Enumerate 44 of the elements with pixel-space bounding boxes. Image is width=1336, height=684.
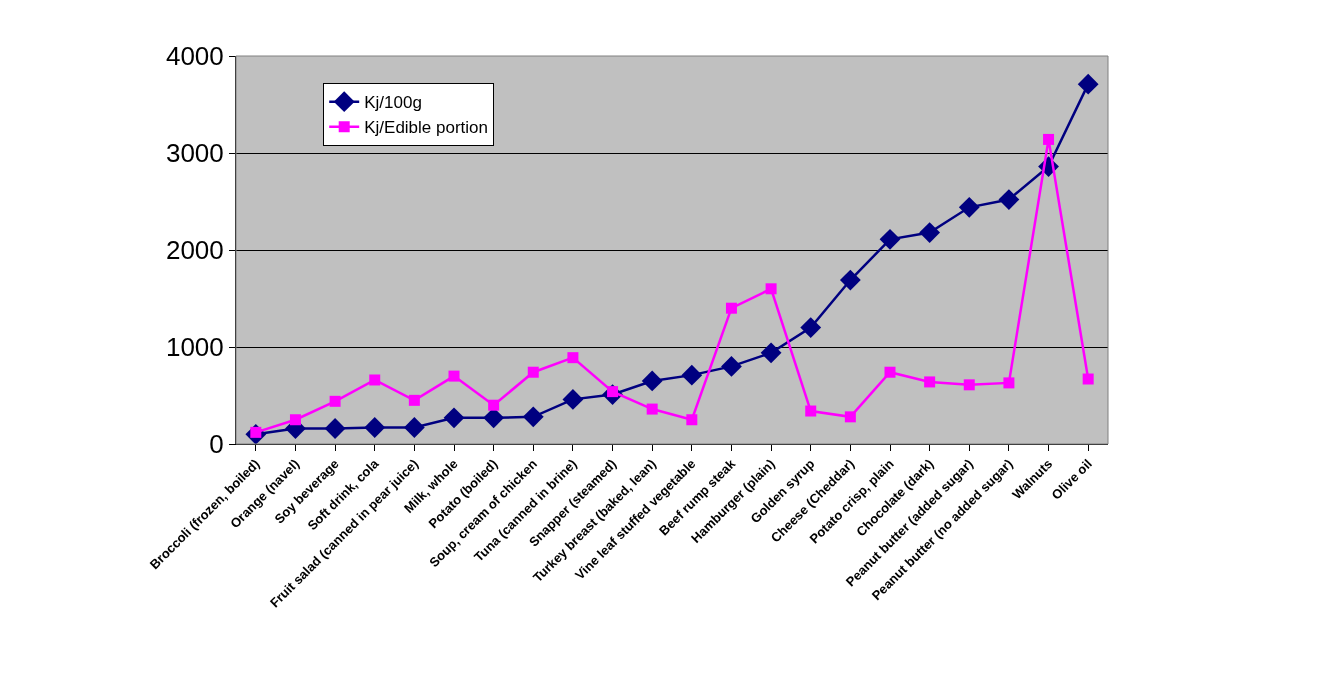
y-tick-label: 0 bbox=[209, 429, 224, 460]
point bbox=[963, 379, 975, 391]
point bbox=[1077, 73, 1099, 95]
point bbox=[681, 364, 703, 386]
point bbox=[958, 196, 980, 218]
point bbox=[369, 374, 381, 386]
point bbox=[522, 406, 544, 428]
point bbox=[805, 405, 817, 417]
point bbox=[562, 388, 584, 410]
point bbox=[1003, 377, 1015, 389]
point bbox=[1082, 373, 1094, 385]
point bbox=[289, 414, 301, 426]
point bbox=[721, 356, 742, 377]
point bbox=[884, 366, 896, 378]
point bbox=[725, 302, 737, 314]
point bbox=[403, 417, 425, 438]
legend-label: Kj/Edible portion bbox=[364, 118, 489, 138]
point bbox=[839, 269, 861, 291]
point bbox=[998, 189, 1020, 210]
point bbox=[527, 366, 539, 378]
point bbox=[567, 352, 579, 364]
point bbox=[324, 418, 346, 439]
legend-label: Kj/100g bbox=[364, 93, 422, 113]
point bbox=[879, 228, 901, 250]
point bbox=[1043, 133, 1055, 145]
y-tick-label: 3000 bbox=[165, 138, 224, 169]
point bbox=[646, 403, 658, 415]
point bbox=[408, 394, 420, 406]
point bbox=[924, 376, 936, 388]
point bbox=[641, 370, 663, 392]
y-tick-label: 2000 bbox=[165, 235, 224, 266]
point bbox=[364, 417, 386, 438]
point bbox=[488, 399, 500, 411]
point bbox=[329, 395, 341, 407]
point bbox=[760, 342, 782, 364]
y-tick-label: 4000 bbox=[165, 41, 224, 72]
point bbox=[919, 222, 941, 243]
point bbox=[686, 414, 698, 426]
point bbox=[800, 317, 822, 338]
point bbox=[765, 283, 777, 295]
y-tick-label: 1000 bbox=[165, 332, 224, 363]
point bbox=[443, 407, 465, 429]
point bbox=[448, 370, 460, 382]
point bbox=[844, 411, 856, 423]
